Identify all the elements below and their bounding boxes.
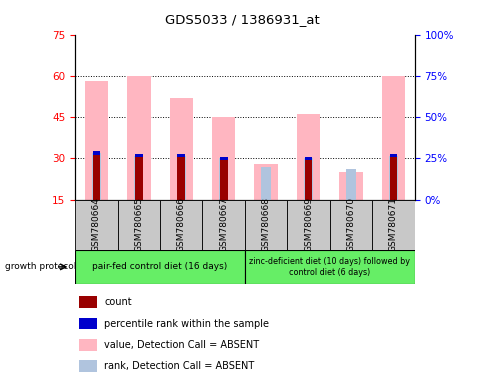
- Bar: [92, 153, 100, 200]
- Text: GSM780665: GSM780665: [134, 197, 143, 252]
- Bar: [169, 98, 193, 200]
- Text: GSM780664: GSM780664: [91, 197, 101, 252]
- Bar: [254, 164, 277, 200]
- Bar: [389, 156, 396, 200]
- Bar: [287, 200, 329, 250]
- Bar: [177, 156, 185, 200]
- Bar: [261, 167, 270, 200]
- Bar: [304, 159, 312, 200]
- Text: GSM780670: GSM780670: [346, 197, 355, 252]
- Text: GSM780666: GSM780666: [176, 197, 185, 252]
- Bar: [388, 156, 397, 200]
- Text: GSM780667: GSM780667: [219, 197, 228, 252]
- Bar: [212, 117, 235, 200]
- Bar: [244, 200, 287, 250]
- Bar: [329, 200, 372, 250]
- Text: count: count: [104, 297, 131, 308]
- Bar: [78, 296, 97, 308]
- Bar: [303, 159, 313, 200]
- Bar: [202, 200, 244, 250]
- Text: percentile rank within the sample: percentile rank within the sample: [104, 318, 269, 329]
- Text: GSM780669: GSM780669: [303, 197, 313, 252]
- Text: GDS5033 / 1386931_at: GDS5033 / 1386931_at: [165, 13, 319, 26]
- Bar: [244, 250, 414, 284]
- Bar: [75, 250, 244, 284]
- Bar: [78, 360, 97, 372]
- Bar: [78, 339, 97, 351]
- Bar: [134, 156, 143, 200]
- Bar: [381, 76, 404, 200]
- Bar: [91, 153, 101, 200]
- Text: GSM780668: GSM780668: [261, 197, 270, 252]
- Bar: [85, 81, 108, 200]
- Bar: [176, 156, 185, 200]
- Bar: [304, 157, 312, 160]
- Text: value, Detection Call = ABSENT: value, Detection Call = ABSENT: [104, 339, 258, 350]
- Bar: [339, 172, 362, 200]
- Bar: [219, 159, 227, 200]
- Bar: [219, 157, 227, 160]
- Bar: [372, 200, 414, 250]
- Text: pair-fed control diet (16 days): pair-fed control diet (16 days): [92, 262, 227, 271]
- Bar: [177, 154, 185, 157]
- Text: growth protocol: growth protocol: [5, 262, 76, 271]
- Bar: [135, 156, 142, 200]
- Bar: [117, 200, 160, 250]
- Bar: [75, 200, 117, 250]
- Bar: [296, 114, 319, 200]
- Bar: [78, 318, 97, 329]
- Bar: [346, 169, 355, 200]
- Bar: [160, 200, 202, 250]
- Text: rank, Detection Call = ABSENT: rank, Detection Call = ABSENT: [104, 361, 254, 371]
- Text: GSM780671: GSM780671: [388, 197, 397, 252]
- Bar: [127, 76, 150, 200]
- Bar: [92, 151, 100, 154]
- Bar: [219, 159, 228, 200]
- Text: zinc-deficient diet (10 days) followed by
control diet (6 days): zinc-deficient diet (10 days) followed b…: [249, 257, 409, 276]
- Bar: [135, 154, 142, 157]
- Bar: [389, 154, 396, 157]
